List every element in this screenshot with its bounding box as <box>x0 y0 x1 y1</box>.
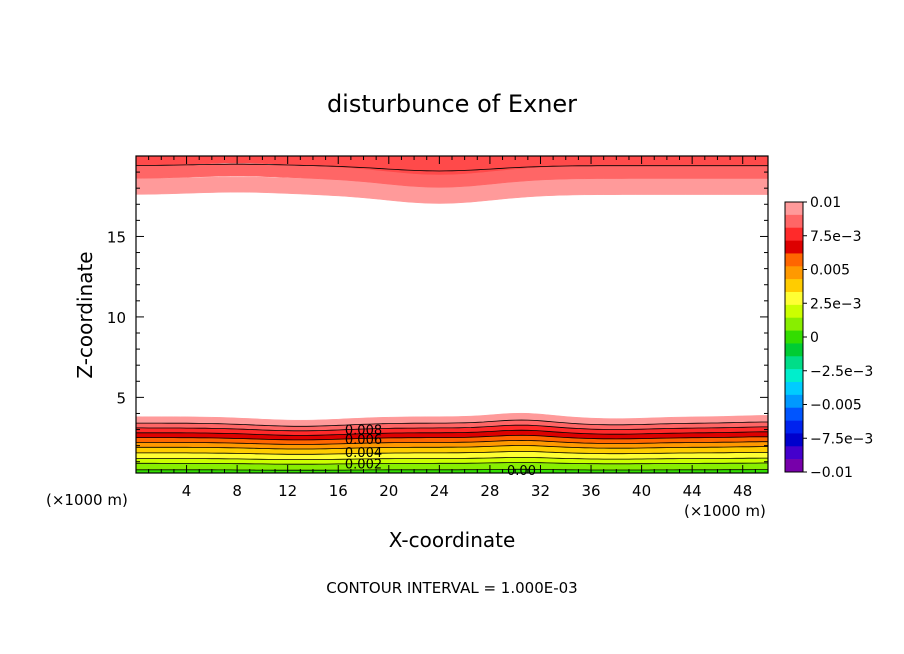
contour-line <box>136 419 768 427</box>
y-tick-label: 15 <box>107 228 126 246</box>
colorbar-swatch <box>785 433 803 447</box>
colorbar-swatch <box>785 292 803 306</box>
colorbar-swatch <box>785 394 803 409</box>
contour-line <box>136 462 768 465</box>
colorbar-swatch <box>785 317 803 331</box>
colorbar-swatch <box>785 382 803 396</box>
x-tick-label: 44 <box>683 482 702 500</box>
x-unit-label-left: (×1000 m) <box>46 491 128 509</box>
colorbar-swatch <box>785 202 803 216</box>
contour-label: 0.00 <box>507 464 536 479</box>
colorbar-swatch <box>785 253 803 267</box>
colorbar-tick-label: −7.5e−3 <box>810 431 873 447</box>
chart-title: disturbunce of Exner <box>327 90 577 118</box>
colorbar-swatch <box>785 356 803 370</box>
y-tick-label: 10 <box>107 309 126 327</box>
x-tick-label: 8 <box>232 482 242 500</box>
colorbar-tick-label: 0.005 <box>810 263 850 279</box>
colorbar-tick-label: −0.01 <box>810 465 853 481</box>
colorbar-swatch <box>785 446 803 460</box>
contour-line <box>136 451 768 455</box>
colorbar-swatch <box>785 407 803 421</box>
y-axis-label: Z-coordinate <box>73 251 97 378</box>
x-unit-label-right: (×1000 m) <box>684 502 766 520</box>
colorbar-swatch <box>785 420 803 434</box>
contour-line <box>136 163 768 172</box>
colorbar-swatch <box>785 330 803 344</box>
colorbar-swatch <box>785 279 803 293</box>
colorbar-swatch <box>785 214 803 229</box>
x-tick-label: 16 <box>329 482 348 500</box>
axis-ticks <box>136 156 768 473</box>
colorbar-tick-label: 7.5e−3 <box>810 229 862 245</box>
x-tick-label: 32 <box>531 482 550 500</box>
colorbar-labels: 0.01 7.5e−3 0.005 2.5e−3 0 −2.5e−3 −0.005 −7.5e… <box>803 195 873 481</box>
contour-line <box>136 429 768 436</box>
y-tick-labels: 5 10 15 <box>107 228 126 407</box>
colorbar-swatch <box>785 369 803 383</box>
contour-label: 0.002 <box>345 457 382 472</box>
x-tick-label: 36 <box>581 482 600 500</box>
x-tick-label: 28 <box>480 482 499 500</box>
x-axis-label: X-coordinate <box>389 528 516 552</box>
contour-interval-note: CONTOUR INTERVAL = 1.000E-03 <box>326 579 577 597</box>
contour-line <box>136 424 768 432</box>
colorbar-swatch <box>785 227 803 241</box>
contour-line <box>136 434 768 441</box>
contour-label: 0.006 <box>345 433 382 448</box>
colorbar-swatch <box>785 459 803 473</box>
colorbar-tick-label: 0.01 <box>810 195 841 211</box>
colorbar-swatch <box>785 343 803 357</box>
colorbar-tick-label: 2.5e−3 <box>810 296 862 312</box>
colorbar-tick-label: −2.5e−3 <box>810 364 873 380</box>
contour-label: 0.008 <box>345 424 382 439</box>
colorbar-tick-label: 0 <box>810 330 819 346</box>
x-tick-label: 40 <box>632 482 651 500</box>
y-tick-label: 5 <box>116 389 126 407</box>
contour-lines <box>136 163 768 471</box>
contour-band <box>136 156 768 175</box>
colorbar-swatch <box>785 266 803 280</box>
x-tick-label: 24 <box>430 482 449 500</box>
colorbar <box>784 201 804 473</box>
x-tick-label: 4 <box>182 482 192 500</box>
contour-line <box>136 439 768 445</box>
contour-line <box>136 445 768 450</box>
contour-line <box>136 457 768 460</box>
x-tick-labels: 4 8 12 16 20 24 28 32 36 40 44 48 <box>182 482 752 500</box>
x-tick-label: 48 <box>733 482 752 500</box>
x-tick-label: 12 <box>278 482 297 500</box>
colorbar-tick-label: −0.005 <box>810 398 862 414</box>
contour-label: 0.004 <box>345 446 382 461</box>
colorbar-swatch <box>785 304 803 319</box>
colorbar-swatch <box>785 240 803 254</box>
x-tick-label: 20 <box>379 482 398 500</box>
